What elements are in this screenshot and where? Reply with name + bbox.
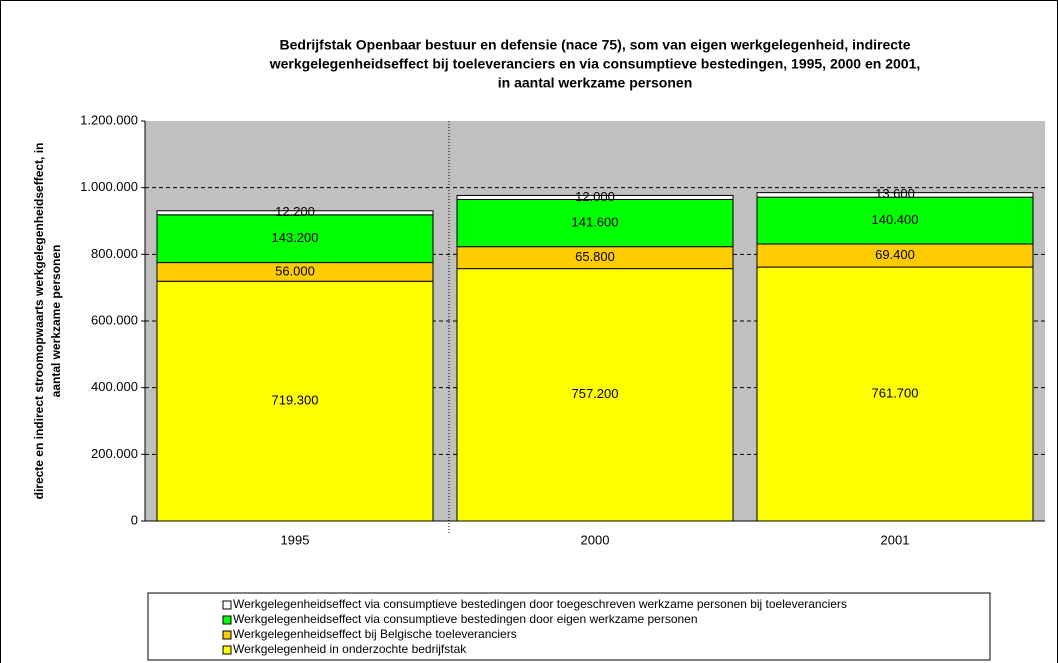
legend-swatch: [222, 615, 232, 625]
data-label: 69.400: [875, 247, 915, 262]
bar-segment: [156, 210, 434, 216]
x-tick-label: 1995: [281, 532, 310, 547]
legend: [147, 592, 991, 661]
data-label: 12.200: [275, 204, 315, 219]
legend-label: Werkgelegenheid in onderzochte bedrijfst…: [233, 642, 467, 656]
legend-label: Werkgelegenheidseffect via consumptieve …: [233, 597, 847, 611]
x-tick-label: 2001: [881, 532, 910, 547]
x-tick-label: 2000: [581, 532, 610, 547]
y-tick-label: 200.000: [91, 446, 138, 461]
y-tick-label: 0: [131, 512, 138, 527]
y-axis-title: directe en indirect stroomopwaarts werkg…: [32, 143, 46, 500]
bar-segment: [456, 198, 734, 248]
y-tick-label: 600.000: [91, 312, 138, 327]
data-label: 65.800: [575, 249, 615, 264]
bar-segment: [756, 266, 1034, 522]
y-tick-label: 1.000.000: [80, 179, 138, 194]
chart-title: werkgelegenheidseffect bij toeleverancie…: [269, 56, 921, 72]
y-axis-title: aantal werkzame personen: [49, 245, 63, 398]
legend-swatch: [222, 600, 232, 610]
bar-segment: [756, 192, 1034, 198]
data-label: 141.600: [572, 215, 619, 230]
chart-title: in aantal werkzame personen: [498, 75, 693, 91]
data-label: 13.600: [875, 186, 915, 201]
bar-segment: [156, 214, 434, 264]
y-tick-label: 800.000: [91, 246, 138, 261]
data-label: 140.400: [872, 212, 919, 227]
chart-title: Bedrijfstak Openbaar bestuur en defensie…: [280, 37, 911, 53]
legend-label: Werkgelegenheidseffect via consumptieve …: [233, 612, 698, 626]
bar-segment: [756, 196, 1034, 245]
bar-segment: [156, 280, 434, 522]
legend-swatch: [222, 630, 232, 640]
legend-swatch: [222, 645, 232, 655]
legend-label: Werkgelegenheidseffect bij Belgische toe…: [233, 627, 517, 641]
y-tick-label: 1.200.000: [80, 112, 138, 127]
data-label: 757.200: [572, 386, 619, 401]
data-label: 143.200: [272, 230, 319, 245]
data-label: 719.300: [272, 393, 319, 408]
y-tick-label: 400.000: [91, 379, 138, 394]
bar-segment: [456, 268, 734, 522]
data-label: 56.000: [275, 263, 315, 278]
data-label: 761.700: [872, 385, 919, 400]
bar-segment: [456, 194, 734, 200]
data-label: 12.000: [575, 189, 615, 204]
